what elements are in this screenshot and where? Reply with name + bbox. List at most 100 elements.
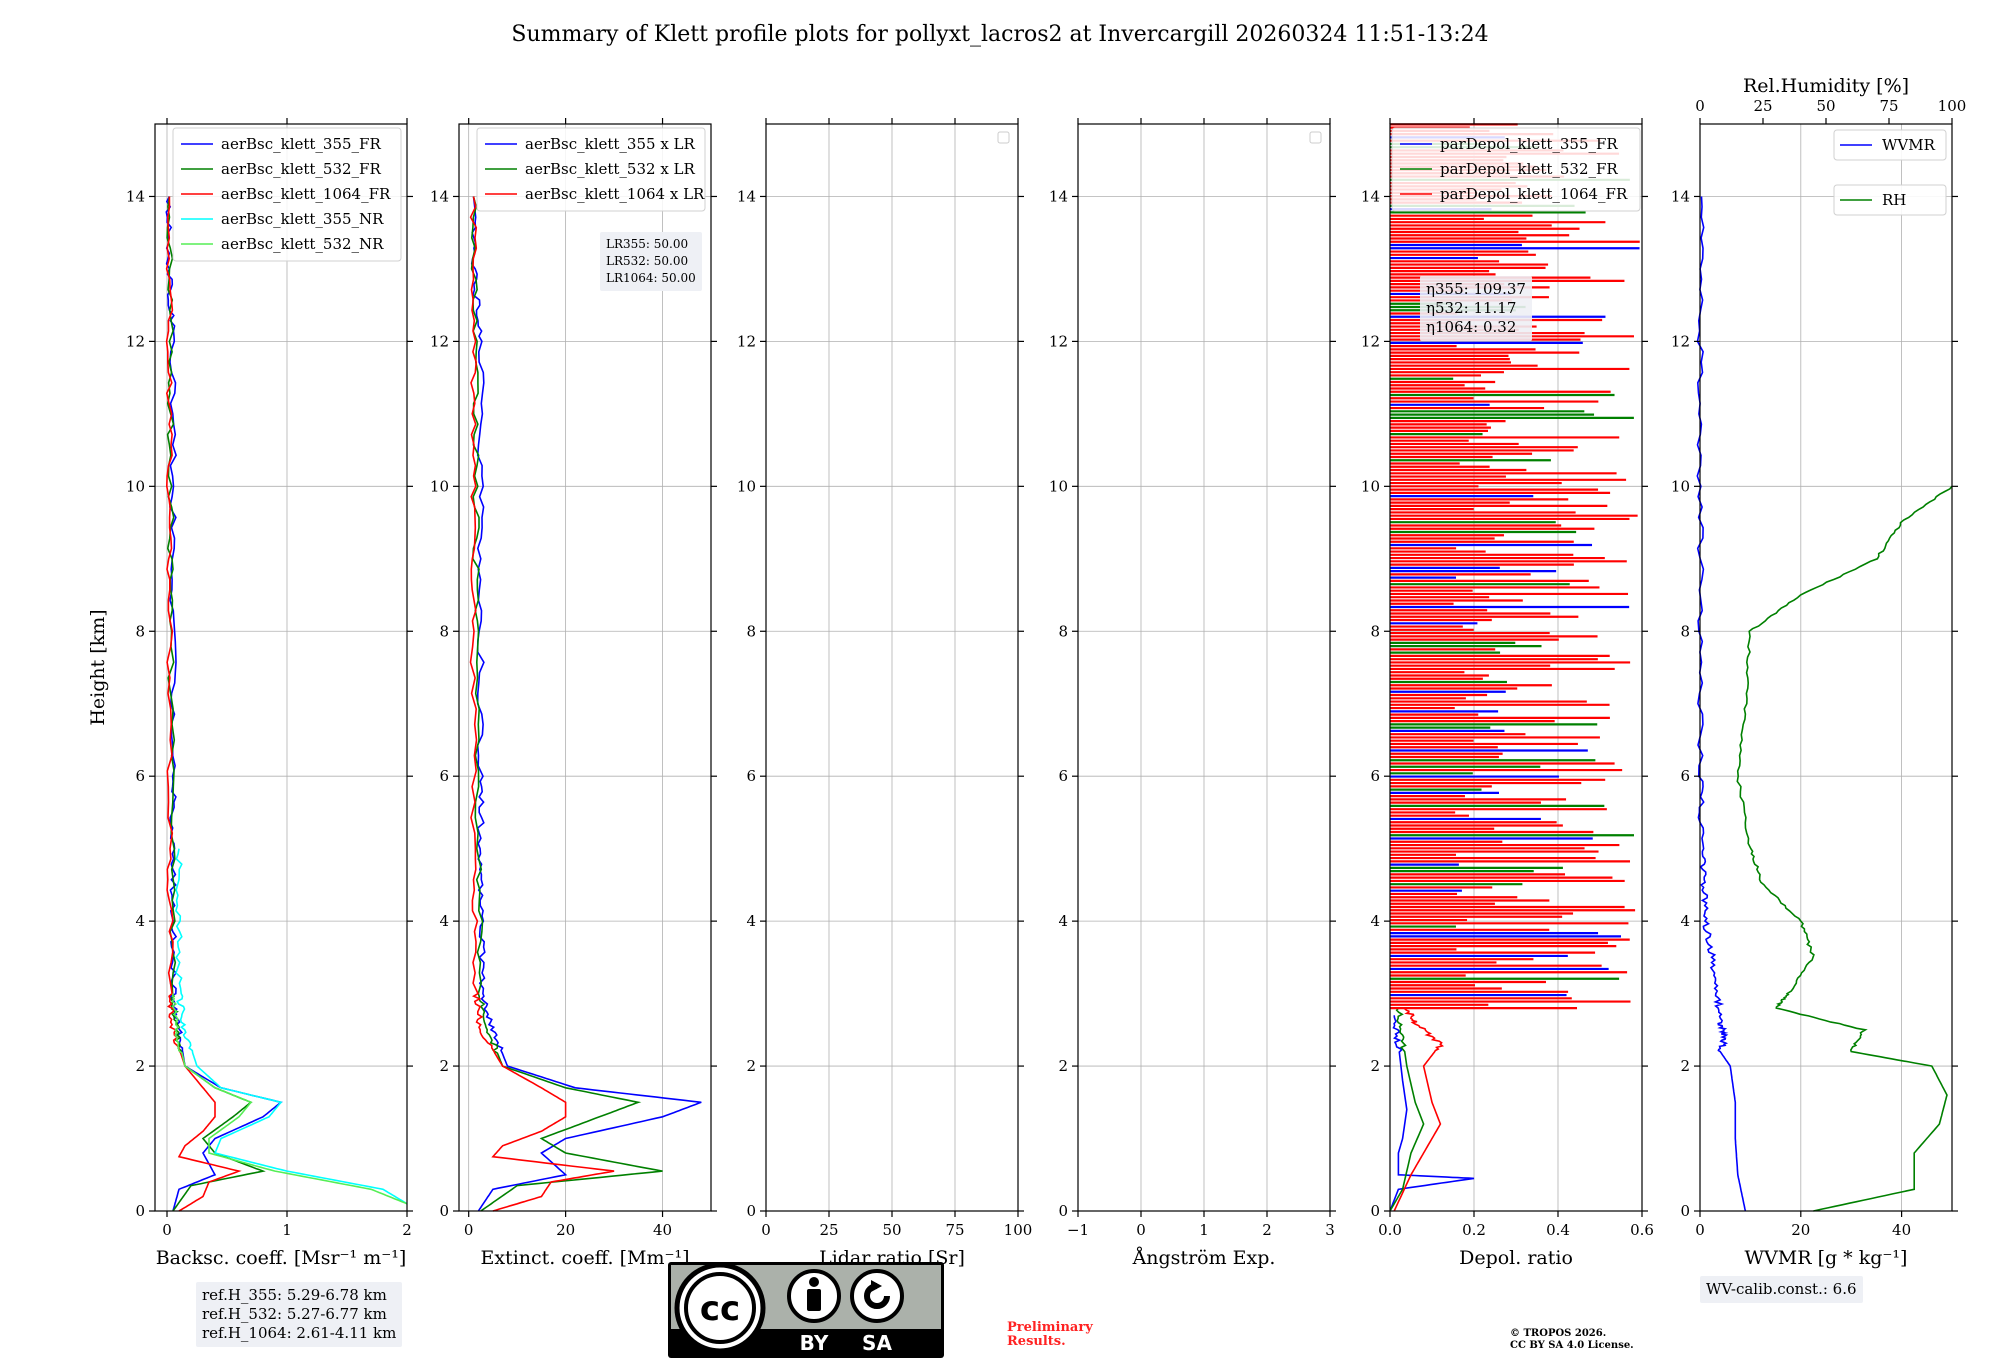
series-line-aerBsc_klett_1064_FR xyxy=(165,196,242,1212)
series-line-aerBsc_klett_1064 x LR xyxy=(469,196,615,1212)
cc-license-logo: cc BY SA xyxy=(668,1262,944,1358)
legend-box xyxy=(1391,127,1641,212)
axes-frame xyxy=(1389,123,1643,1212)
legend-label: parDepol_klett_1064_FR xyxy=(1440,185,1628,203)
x-tick-label: 40 xyxy=(653,1221,672,1239)
series-line-WVMR xyxy=(1696,196,1747,1212)
legend: WVMR xyxy=(1833,129,1947,161)
legend-box xyxy=(1833,129,1947,161)
series-line-RH xyxy=(1736,485,1953,1212)
x-tick-label: 50 xyxy=(882,1221,901,1239)
x-tick-label: 0 xyxy=(1136,1221,1146,1239)
x-axis-label: Depol. ratio xyxy=(1459,1247,1573,1269)
empty-legend-box xyxy=(1309,131,1322,144)
x-tick-label: 100 xyxy=(1004,1221,1033,1239)
x-tick-label: 20 xyxy=(1791,1221,1810,1239)
y-tick-label: 2 xyxy=(135,1057,145,1075)
y-tick-label: 4 xyxy=(1370,912,1380,930)
preliminary-line: Preliminary xyxy=(1007,1320,1093,1335)
x-tick-label: 0 xyxy=(464,1221,474,1239)
y-tick-label: 0 xyxy=(1680,1202,1690,1220)
y-tick-label: 2 xyxy=(439,1057,449,1075)
lr-line: LR532: 50.00 xyxy=(606,254,689,268)
y-axis-label: Height [km] xyxy=(87,609,109,725)
legend-label: aerBsc_klett_532_FR xyxy=(221,160,381,178)
legend-label: aerBsc_klett_355_NR xyxy=(221,210,384,228)
y-tick-label: 2 xyxy=(1058,1057,1068,1075)
y-tick-label: 12 xyxy=(1361,332,1380,350)
y-tick-label: 10 xyxy=(126,477,145,495)
preliminary-line: Results. xyxy=(1007,1334,1066,1349)
y-tick-label: 4 xyxy=(439,912,449,930)
wv-calib-box: WV-calib.const.: 6.6 xyxy=(1700,1276,1863,1303)
y-tick-label: 8 xyxy=(135,622,145,640)
y-tick-label: 0 xyxy=(135,1202,145,1220)
y-tick-label: 8 xyxy=(1370,622,1380,640)
top-axis-label: Rel.Humidity [%] xyxy=(1743,75,1909,97)
legend-label: aerBsc_klett_532_NR xyxy=(221,235,384,253)
y-tick-label: 8 xyxy=(439,622,449,640)
legend-label: aerBsc_klett_355 x LR xyxy=(525,135,696,153)
y-tick-label: 12 xyxy=(126,332,145,350)
x-tick-label: 0.2 xyxy=(1462,1221,1486,1239)
legend-box xyxy=(476,127,706,212)
x-tick-label: 0.4 xyxy=(1546,1221,1570,1239)
y-tick-label: 6 xyxy=(1680,767,1690,785)
y-tick-label: 10 xyxy=(1049,477,1068,495)
x-tick-label: 20 xyxy=(556,1221,575,1239)
y-tick-label: 6 xyxy=(746,767,756,785)
series-line-aerBsc_klett_355 x LR xyxy=(470,196,702,1212)
legend-label: WVMR xyxy=(1882,136,1936,154)
legend-label: aerBsc_klett_355_FR xyxy=(221,135,381,153)
y-tick-label: 2 xyxy=(1370,1057,1380,1075)
legend: aerBsc_klett_355_FR aerBsc_klett_532_FRae… xyxy=(172,127,402,262)
x-axis-label: Extinct. coeff. [Mm⁻¹] xyxy=(480,1247,689,1269)
y-tick-label: 10 xyxy=(1361,477,1380,495)
series-line-aerBsc_klett_355_FR xyxy=(165,196,283,1212)
y-tick-label: 14 xyxy=(737,187,756,205)
top-x-tick-label: 100 xyxy=(1938,97,1967,115)
x-tick-label: 0.6 xyxy=(1630,1221,1654,1239)
panel-ext: 0 20 40 Extinct. coeff. [Mm⁻¹] 0 2 4 6 8 10 12 14 ae… xyxy=(430,118,717,1269)
x-tick-label: 0.0 xyxy=(1378,1221,1402,1239)
top-x-tick-label: 50 xyxy=(1816,97,1835,115)
series-line-aerBsc_klett_532_NR xyxy=(171,993,408,1205)
x-axis-label: Ångström Exp. xyxy=(1132,1247,1276,1269)
series-line-parDepol_klett_532_FR xyxy=(1389,1007,1425,1212)
x-tick-label: 0 xyxy=(162,1221,172,1239)
y-tick-label: 14 xyxy=(1361,187,1380,205)
y-tick-label: 12 xyxy=(1049,332,1068,350)
lr-box: LR355: 50.00 LR532: 50.00 LR1064: 50.00 xyxy=(600,232,702,291)
x-tick-label: 25 xyxy=(819,1221,838,1239)
ref-height-box: ref.H_355: 5.29-6.78 km ref.H_532: 5.27-… xyxy=(196,1282,403,1347)
x-tick-label: 2 xyxy=(402,1221,412,1239)
y-tick-label: 6 xyxy=(1058,767,1068,785)
top-x-tick-label: 0 xyxy=(1695,97,1705,115)
lr-line: LR1064: 50.00 xyxy=(606,271,696,285)
x-tick-label: 75 xyxy=(945,1221,964,1239)
y-tick-label: 14 xyxy=(1671,187,1690,205)
y-tick-label: 4 xyxy=(135,912,145,930)
series-line-aerBsc_klett_355_NR xyxy=(175,848,408,1205)
y-tick-label: 8 xyxy=(746,622,756,640)
legend: aerBsc_klett_355 x LR aerBsc_klett_532 x … xyxy=(476,127,706,212)
y-tick-label: 14 xyxy=(126,187,145,205)
y-tick-label: 14 xyxy=(430,187,449,205)
ref-line: ref.H_355: 5.29-6.78 km xyxy=(202,1286,387,1304)
by-text: BY xyxy=(800,1331,829,1355)
y-tick-label: 0 xyxy=(746,1202,756,1220)
y-tick-label: 12 xyxy=(737,332,756,350)
x-axis-label: WVMR [g * kg⁻¹] xyxy=(1745,1247,1908,1269)
copyright-line: © TROPOS 2026. xyxy=(1510,1328,1607,1339)
x-tick-label: 40 xyxy=(1892,1221,1911,1239)
y-tick-label: 10 xyxy=(430,477,449,495)
x-tick-label: −1 xyxy=(1067,1221,1089,1239)
y-tick-label: 4 xyxy=(1058,912,1068,930)
y-tick-label: 0 xyxy=(1058,1202,1068,1220)
legend: parDepol_klett_355_FR parDepol_klett_532_… xyxy=(1391,127,1641,212)
